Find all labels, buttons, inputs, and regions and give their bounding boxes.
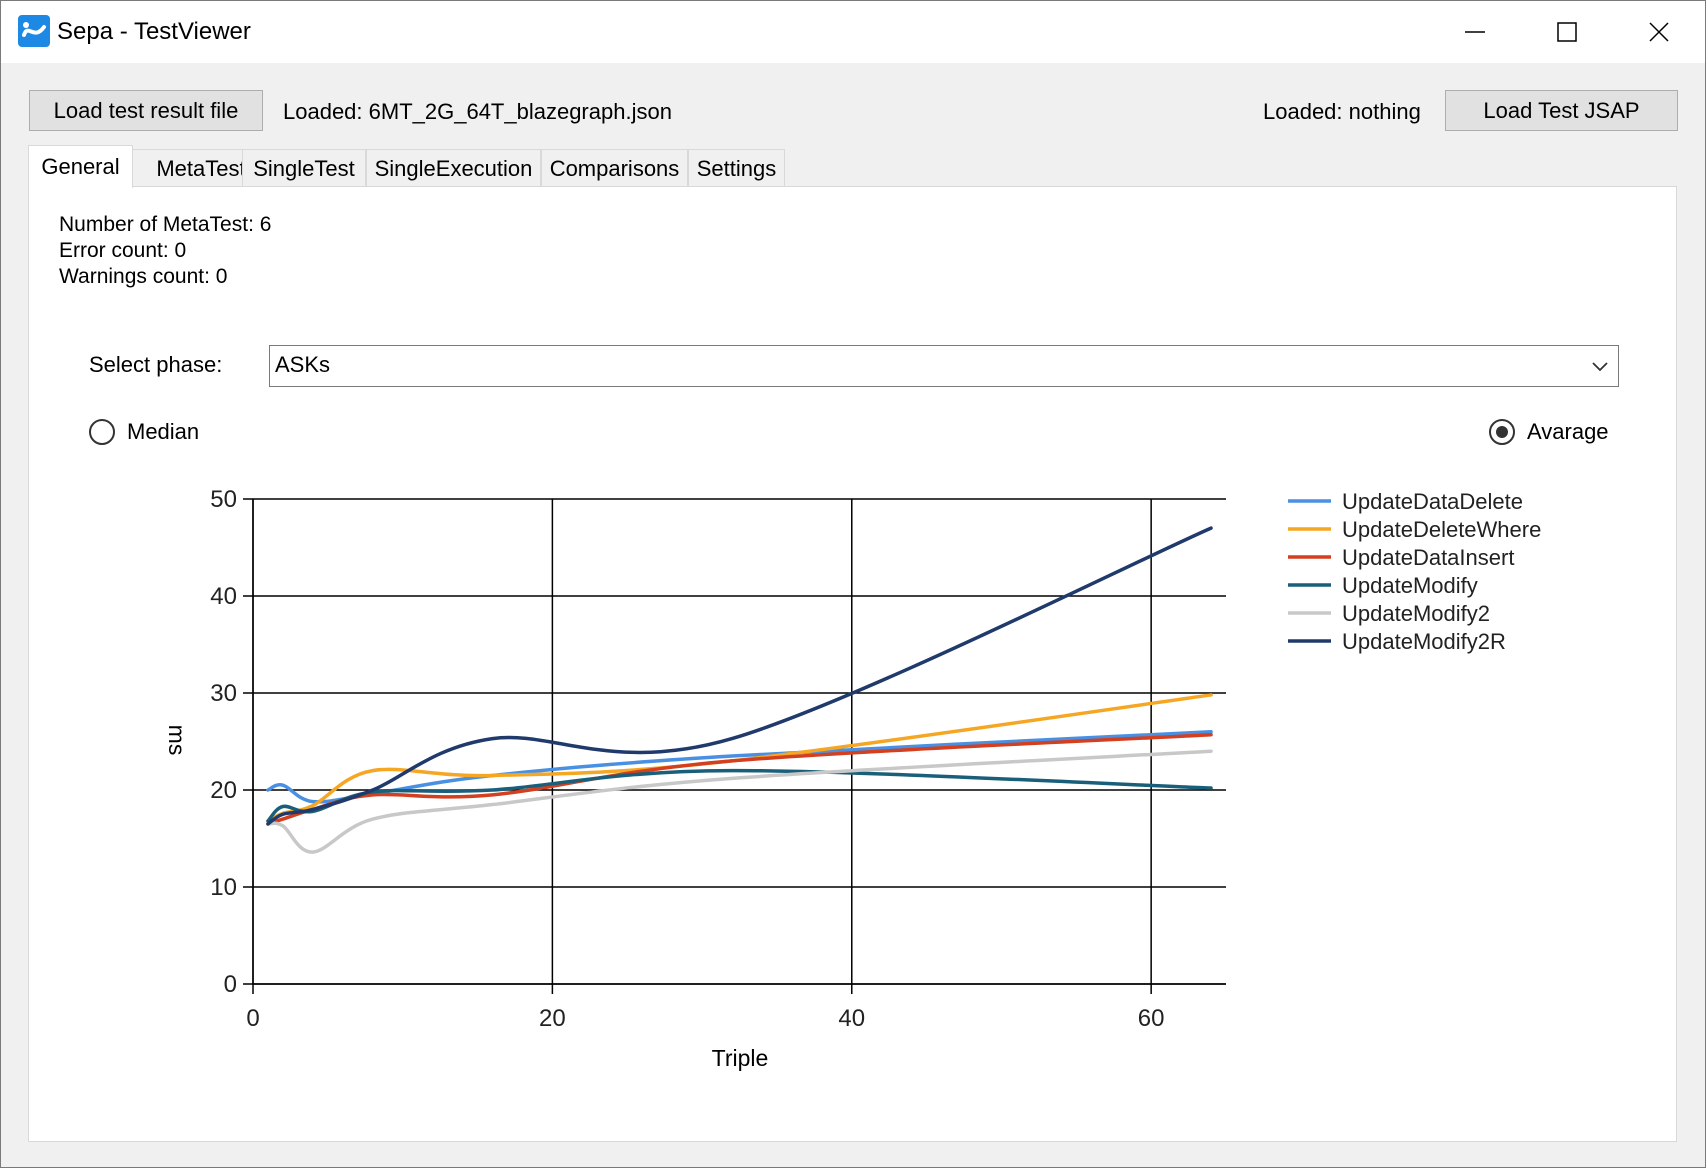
maximize-button[interactable]: [1521, 1, 1613, 63]
radio-selected-dot: [1496, 426, 1508, 438]
series-line-updatemodify: [266, 768, 1213, 823]
chart-series: [266, 526, 1213, 854]
average-radio[interactable]: [1489, 419, 1515, 445]
chart-axes: 0 10 20 30 40 50 0 20 40 60: [210, 486, 1226, 1032]
x-axis-label: Triple: [712, 1045, 769, 1071]
warnings-count-text: Warnings count: 0: [59, 265, 228, 288]
phase-select[interactable]: ASKs: [269, 345, 1619, 387]
series-line-updatemodify2: [266, 749, 1213, 854]
series-line-updatedatainsert: [266, 732, 1213, 826]
x-tick-label: 60: [1138, 1005, 1165, 1032]
median-radio[interactable]: [89, 419, 115, 445]
close-button[interactable]: [1613, 1, 1705, 63]
y-tick-label: 10: [210, 874, 237, 901]
app-logo-icon: [18, 15, 50, 47]
load-result-file-button[interactable]: Load test result file: [29, 90, 263, 131]
average-radio-label[interactable]: Avarage: [1527, 419, 1609, 444]
chart-legend: UpdateDataDelete UpdateDeleteWhere UpdateD…: [1288, 489, 1541, 654]
legend-label: UpdateDataInsert: [1342, 545, 1514, 570]
tab-singleexecution[interactable]: SingleExecution: [366, 149, 541, 187]
phase-select-value: ASKs: [275, 352, 331, 377]
legend-label: UpdateModify2: [1342, 601, 1490, 626]
tab-general[interactable]: General: [28, 145, 133, 188]
y-tick-label: 30: [210, 680, 237, 707]
legend-label: UpdateDeleteWhere: [1342, 517, 1541, 542]
tab-settings[interactable]: Settings: [688, 149, 785, 187]
loaded-jsap-text: Loaded: nothing: [1263, 99, 1421, 124]
y-tick-label: 0: [224, 971, 237, 998]
y-tick-label: 50: [210, 486, 237, 513]
window-title: Sepa - TestViewer: [57, 18, 251, 45]
tab-singletest[interactable]: SingleTest: [242, 149, 366, 187]
series-line-updatemodify2r: [266, 526, 1213, 826]
loaded-result-file-text: Loaded: 6MT_2G_64T_blazegraph.json: [283, 99, 672, 124]
title-bar[interactable]: Sepa - TestViewer: [1, 1, 1705, 63]
x-tick-label: 20: [539, 1005, 566, 1032]
maximize-icon: [1557, 22, 1577, 42]
minimize-icon: [1465, 31, 1485, 33]
chevron-down-icon: [1592, 362, 1608, 372]
error-count-text: Error count: 0: [59, 239, 187, 262]
tab-comparisons[interactable]: Comparisons: [541, 149, 688, 187]
close-icon: [1649, 22, 1669, 42]
x-tick-label: 40: [838, 1005, 865, 1032]
y-tick-label: 40: [210, 583, 237, 610]
x-tick-label: 0: [246, 1005, 259, 1032]
legend-label: UpdateDataDelete: [1342, 489, 1523, 514]
y-axis-label: ms: [164, 725, 190, 756]
load-test-jsap-button[interactable]: Load Test JSAP: [1445, 90, 1678, 131]
y-tick-label: 20: [210, 777, 237, 804]
median-radio-label[interactable]: Median: [127, 419, 200, 444]
legend-label: UpdateModify2R: [1342, 629, 1506, 654]
legend-label: UpdateModify: [1342, 573, 1478, 598]
metatest-count-text: Number of MetaTest: 6: [59, 213, 272, 236]
minimize-button[interactable]: [1429, 1, 1521, 63]
select-phase-label: Select phase:: [89, 352, 223, 377]
